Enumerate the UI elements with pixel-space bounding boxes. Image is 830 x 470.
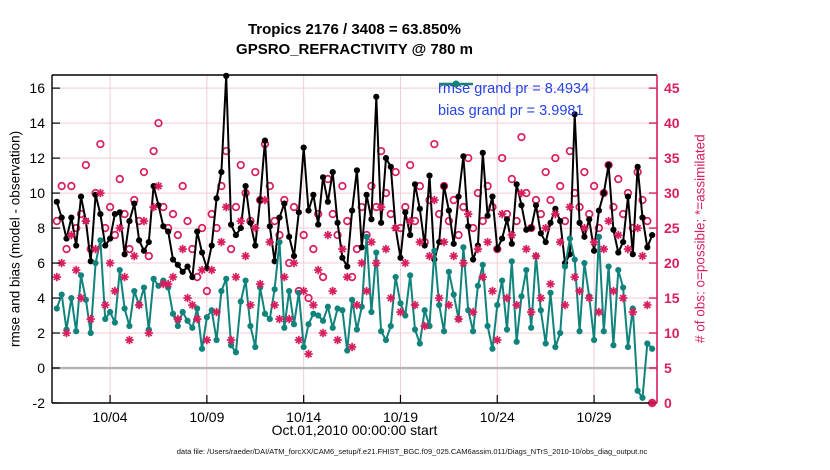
y-left-tick-label: 8 — [37, 220, 45, 236]
y-left-tick-label: 12 — [29, 150, 45, 166]
x-tick-label: 10/19 — [383, 409, 418, 425]
y-left-tick-label: 0 — [37, 360, 45, 376]
y-right-tick-label: 25 — [664, 220, 680, 236]
y-right-tick-label: 10 — [664, 325, 680, 341]
series-bias — [53, 233, 656, 401]
x-tick-label: 10/14 — [286, 409, 321, 425]
y-axis-label-right: # of obs: o=possible; *=assimilated — [692, 134, 708, 344]
legend: rmse grand pr = 8.4934 bias grand pr = 3… — [438, 78, 589, 122]
x-tick-label: 10/09 — [189, 409, 224, 425]
legend-item-bias: bias grand pr = 3.9981 — [438, 80, 589, 122]
legend-label-bias: bias grand pr = 3.9981 — [438, 103, 584, 119]
x-tick-label: 10/24 — [480, 409, 515, 425]
y-axis-label-left: rmse and bias (model - observation) — [7, 130, 23, 348]
title-line-2: GPSRO_REFRACTIVITY @ 780 m — [236, 41, 473, 58]
y-right-tick-label: 0 — [664, 395, 672, 411]
x-axis-label: Oct.01,2010 00:00:00 start — [271, 422, 438, 438]
y-left-tick-label: 14 — [29, 115, 45, 131]
x-tick-labels: 10/04 10/09 10/14 10/19 10/24 10/29 — [93, 409, 612, 425]
chart-title: Tropics 2176 / 3408 = 63.850% GPSRO_REFR… — [52, 20, 657, 60]
y-left-tick-label: 6 — [37, 255, 45, 271]
grid-lines — [52, 75, 657, 403]
legend-label-rmse: rmse grand pr = 8.4934 — [438, 81, 590, 97]
series-assimilated — [52, 181, 657, 408]
y-left-tick-label: -2 — [33, 395, 46, 411]
x-tick-label: 10/29 — [577, 409, 612, 425]
y-right-tick-label: 30 — [664, 185, 680, 201]
y-right-tick-labels: 0 5 10 15 20 25 30 35 40 45 — [664, 80, 680, 411]
legend-swatch-bias-line — [439, 80, 473, 88]
title-line-1: Tropics 2176 / 3408 = 63.850% — [247, 21, 462, 38]
x-tick-label: 10/04 — [93, 409, 128, 425]
y-left-tick-labels: -2 0 2 4 6 8 10 12 14 16 — [29, 80, 45, 411]
y-left-tick-label: 10 — [29, 185, 45, 201]
y-right-tick-label: 40 — [664, 115, 680, 131]
y-right-tick-label: 35 — [664, 150, 680, 166]
y-left-tick-label: 16 — [29, 80, 45, 96]
tick-marks — [52, 87, 657, 404]
y-right-tick-label: 20 — [664, 255, 680, 271]
data-file-path: data file: /Users/raeder/DAI/ATM_forcXX/… — [176, 447, 648, 456]
y-left-tick-label: 2 — [37, 325, 45, 341]
y-right-tick-label: 5 — [664, 360, 672, 376]
y-left-tick-label: 4 — [37, 290, 45, 306]
y-right-tick-label: 45 — [664, 80, 680, 96]
axes — [51, 74, 658, 404]
y-right-tick-label: 15 — [664, 290, 680, 306]
